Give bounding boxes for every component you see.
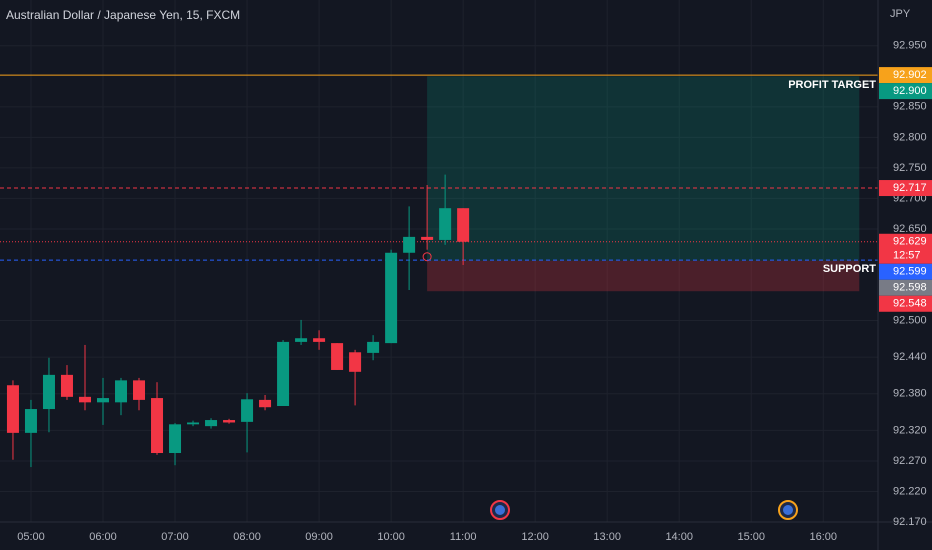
x-tick-label: 13:00 xyxy=(593,531,621,543)
candle-body xyxy=(151,398,164,454)
candle-body xyxy=(223,420,236,423)
x-tick-label: 09:00 xyxy=(305,531,333,543)
x-tick-label: 05:00 xyxy=(17,531,45,543)
price-tag-label: 92.902 xyxy=(893,69,927,81)
profit-zone xyxy=(427,76,860,261)
y-tick-label: 92.850 xyxy=(893,101,927,113)
candle-body xyxy=(115,380,128,403)
price-tag xyxy=(879,83,932,100)
candle-body xyxy=(96,398,109,403)
x-tick-label: 15:00 xyxy=(737,531,765,543)
candle-body xyxy=(349,352,362,372)
candle-body xyxy=(439,208,452,240)
annotation: PROFIT TARGET xyxy=(788,79,876,91)
price-tag-label: 92.598 xyxy=(893,282,927,294)
price-tag xyxy=(879,263,932,280)
plot xyxy=(0,74,878,468)
price-tag-label: 92.629 xyxy=(893,236,927,248)
candle-body xyxy=(259,399,272,408)
candle-body xyxy=(421,236,434,240)
y-tick-label: 92.170 xyxy=(893,516,927,528)
y-tick-label: 92.750 xyxy=(893,162,927,174)
price-tag xyxy=(879,180,932,197)
x-tick-label: 16:00 xyxy=(809,531,837,543)
y-tick-label: 92.320 xyxy=(893,424,927,436)
candle-body xyxy=(42,374,55,410)
candle-body xyxy=(403,236,416,253)
price-tag xyxy=(879,279,932,296)
candle-body xyxy=(169,424,182,454)
x-tick-label: 14:00 xyxy=(665,531,693,543)
x-tick-label: 11:00 xyxy=(450,531,477,543)
candle-body xyxy=(24,409,37,433)
candle-body xyxy=(295,338,308,342)
entry-marker xyxy=(422,252,432,262)
x-tick-label: 07:00 xyxy=(161,531,189,543)
candle-body xyxy=(457,208,470,242)
y-tick-label: 92.650 xyxy=(893,223,927,235)
candle-body xyxy=(367,341,380,353)
price-tag xyxy=(879,295,932,312)
price-tag-label: 92.548 xyxy=(893,298,927,310)
y-tick-label: 92.500 xyxy=(893,314,927,326)
y-tick-label: 92.950 xyxy=(893,40,927,52)
event-icon xyxy=(490,500,798,520)
y-tick-label: 92.220 xyxy=(893,485,927,497)
price-tag xyxy=(879,67,932,84)
candle-body xyxy=(60,374,73,397)
candle-body xyxy=(331,343,344,370)
y-tick-label: 92.380 xyxy=(893,388,927,400)
y-tick-label: 92.800 xyxy=(893,131,927,143)
candle-body xyxy=(241,399,254,422)
candle-body xyxy=(6,385,19,433)
annotation: SUPPORT xyxy=(823,263,876,275)
x-tick-label: 12:00 xyxy=(521,531,549,543)
price-tag-label: 92.717 xyxy=(893,182,927,194)
chart-title: Australian Dollar / Japanese Yen, 15, FX… xyxy=(6,8,240,22)
candle-body xyxy=(187,422,200,425)
loss-zone xyxy=(427,260,860,292)
price-tag-label: 92.900 xyxy=(893,85,927,97)
x-tick-label: 08:00 xyxy=(233,531,261,543)
price-tag xyxy=(879,233,932,264)
candle-body xyxy=(385,252,398,344)
candle-body xyxy=(313,338,326,342)
countdown: 12:57 xyxy=(893,250,921,262)
y-tick-label: 92.440 xyxy=(893,351,927,363)
candle-body xyxy=(133,380,146,400)
currency-label: JPY xyxy=(890,8,911,20)
x-tick-label: 10:00 xyxy=(377,531,405,543)
candle-body xyxy=(205,420,218,427)
candle-body xyxy=(277,341,290,406)
price-tag-label: 92.599 xyxy=(893,266,927,278)
grid xyxy=(0,0,878,523)
x-tick-label: 06:00 xyxy=(89,531,117,543)
candle-body xyxy=(78,396,91,403)
y-tick-label: 92.270 xyxy=(893,455,927,467)
